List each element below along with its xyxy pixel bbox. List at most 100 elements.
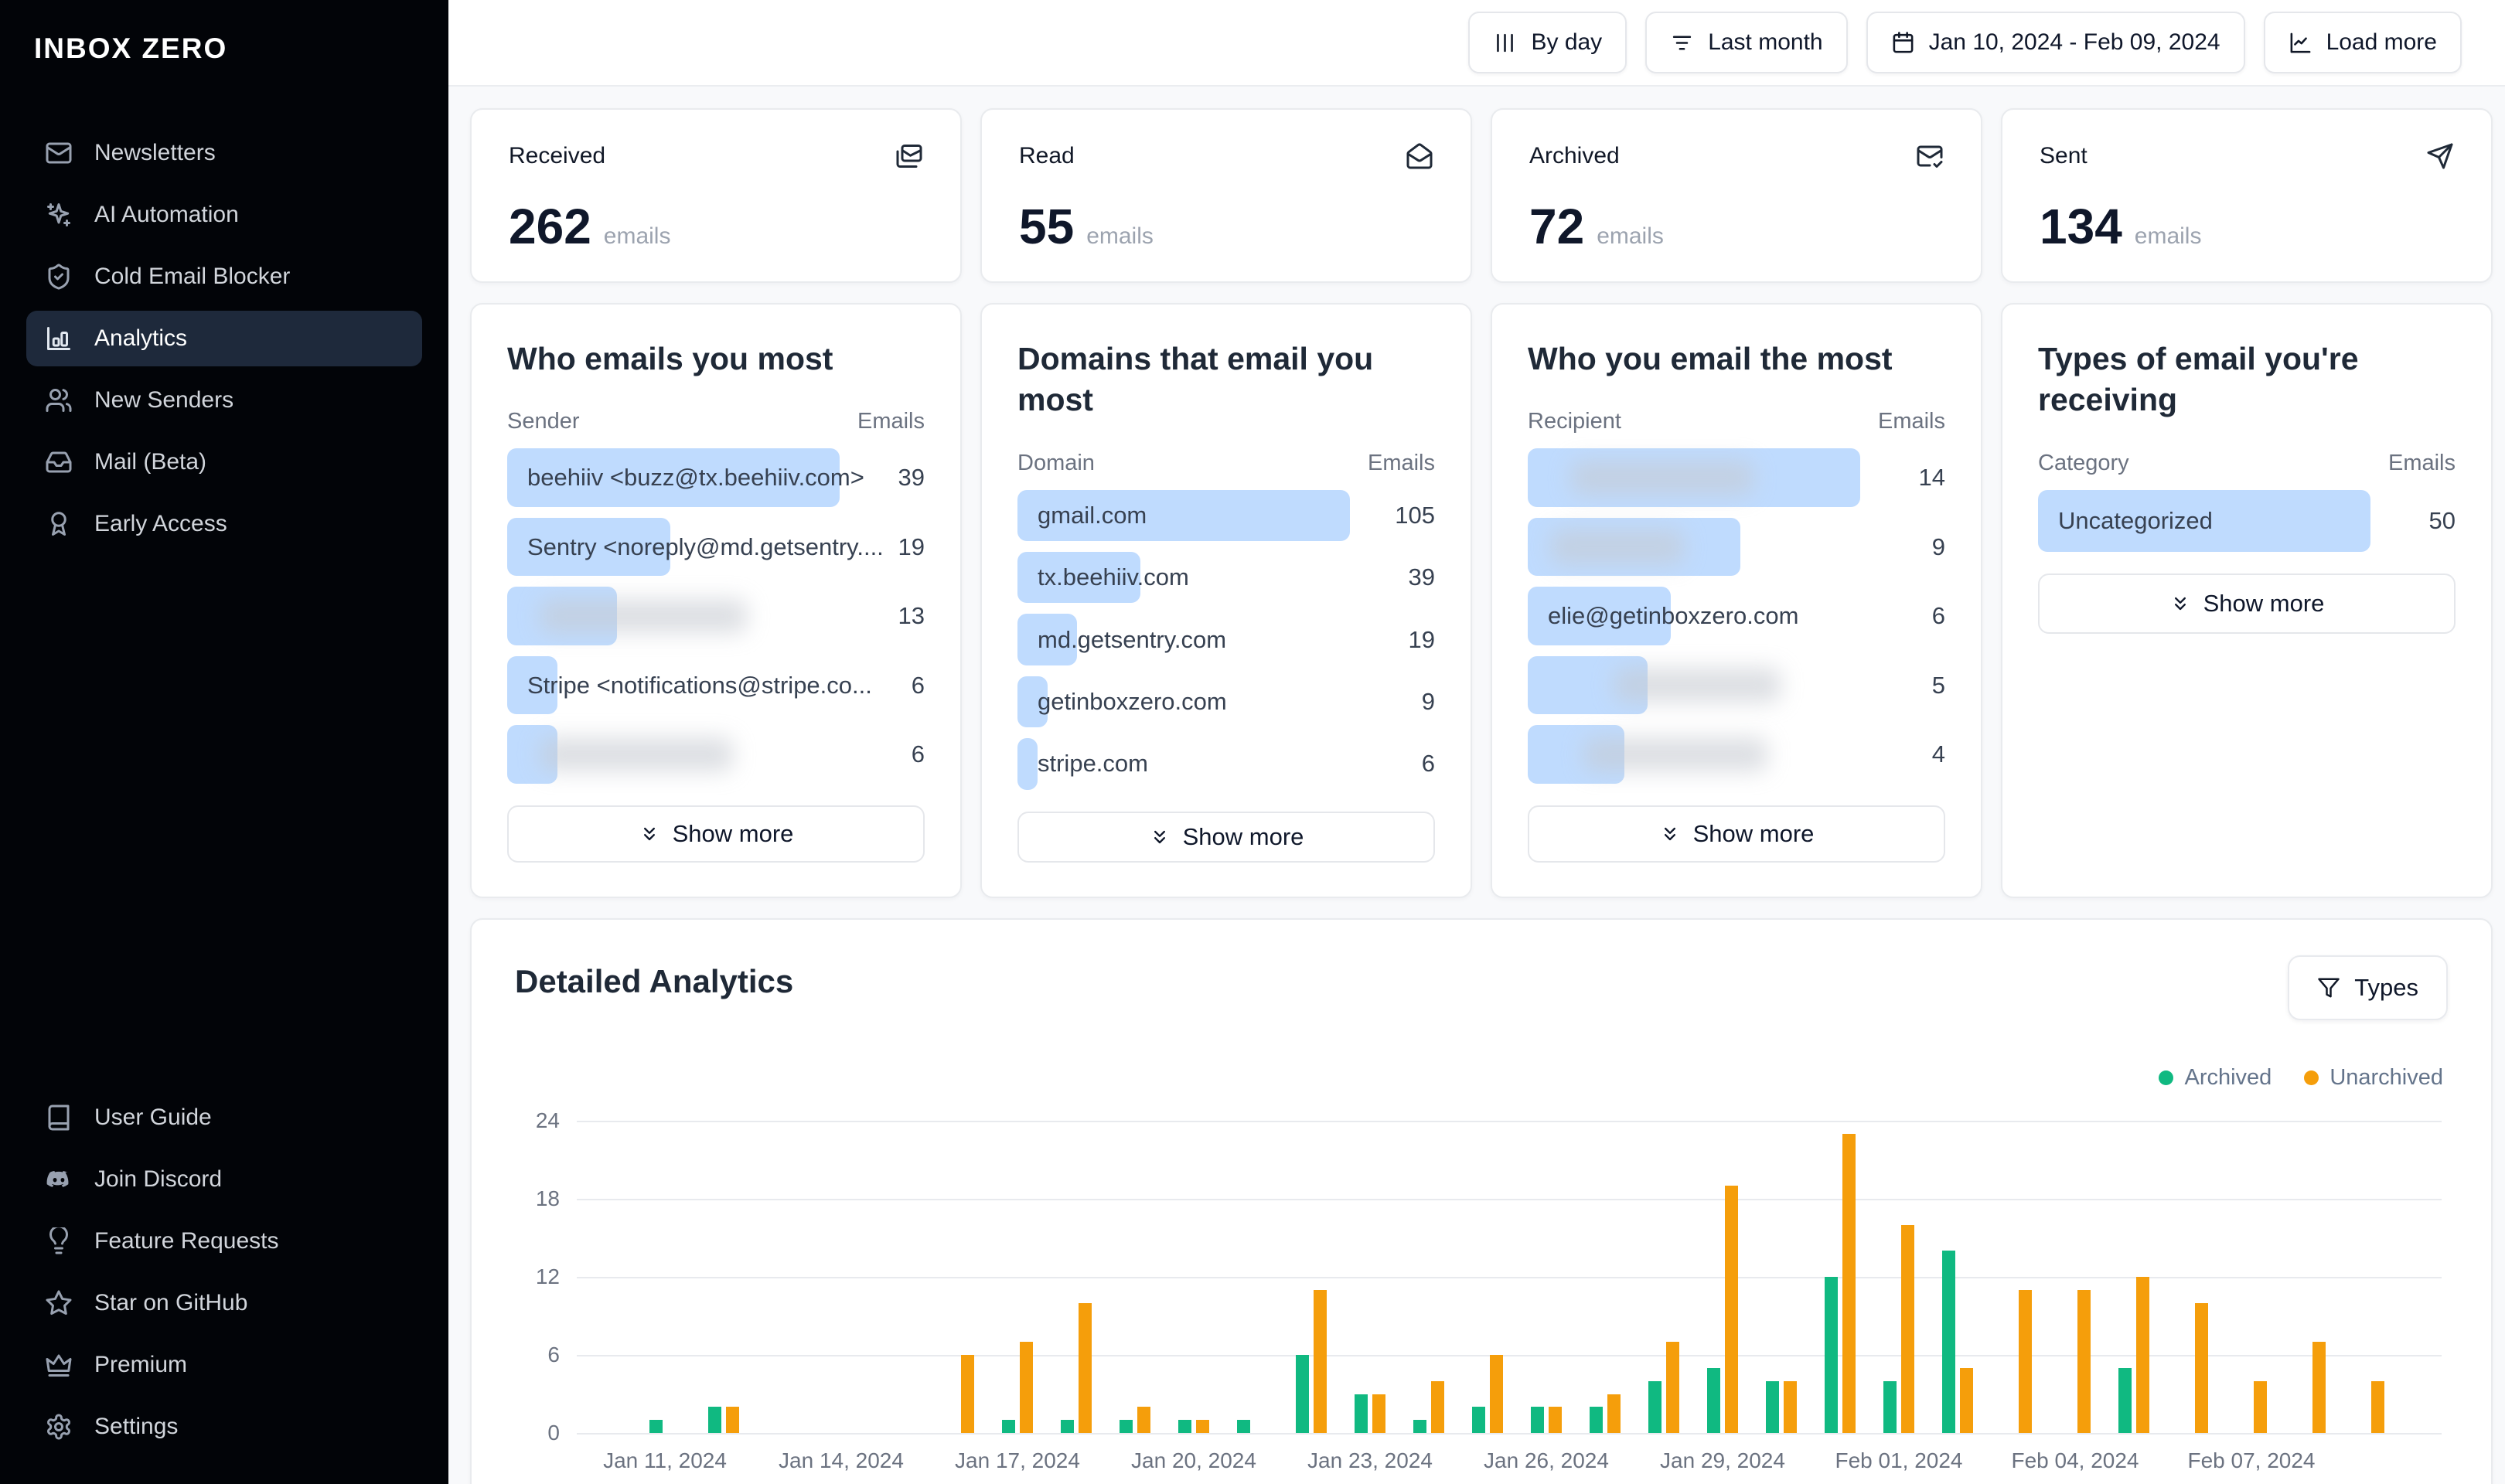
chart-legend: Archived Unarchived	[2159, 1065, 2443, 1091]
row-label: Stripe <notifications@stripe.co...	[527, 671, 872, 699]
archived-bar	[1178, 1420, 1191, 1433]
row-count: 105	[1395, 501, 1435, 529]
gridline	[577, 1355, 2442, 1356]
unarchived-bar	[1901, 1224, 1914, 1433]
row-bar-area: beehiiv <buzz@tx.beehiiv.com>	[507, 447, 864, 509]
table-row: 5	[1528, 655, 1945, 716]
sidebar-item-new-senders[interactable]: New Senders	[26, 373, 422, 428]
topbar-button-by-day[interactable]: By day	[1468, 12, 1627, 73]
legend-label: Archived	[2184, 1065, 2272, 1090]
stat-label: Archived	[1529, 143, 1620, 168]
blurred-text-placeholder	[540, 598, 747, 634]
inbox-icon	[45, 448, 73, 476]
row-count: 14	[1918, 464, 1945, 492]
topbar-button-last-month[interactable]: Last month	[1645, 12, 1848, 73]
unarchived-bar	[2077, 1289, 2091, 1433]
x-axis-tick: Feb 07, 2024	[2187, 1448, 2316, 1472]
panel-title: Types of email you're receiving	[2038, 341, 2359, 418]
blurred-text-placeholder	[1551, 529, 1685, 564]
archived-bar	[1355, 1394, 1368, 1433]
row-count: 6	[911, 740, 925, 768]
legend-label: Unarchived	[2329, 1065, 2443, 1090]
row-bar-area: md.getsentry.com	[1017, 612, 1350, 666]
sidebar-item-label: Early Access	[94, 511, 227, 536]
row-count: 9	[1421, 688, 1435, 716]
sidebar-item-analytics[interactable]: Analytics	[26, 311, 422, 366]
row-label: beehiiv <buzz@tx.beehiiv.com>	[527, 464, 864, 492]
archived-bar	[1296, 1355, 1309, 1433]
unarchived-bar	[1196, 1420, 1209, 1433]
detailed-analytics-card: Detailed Analytics Types Archived Unarchi…	[470, 918, 2493, 1484]
panel-domains-that-email-you-most: Domains that email you most Domain Emails g…	[980, 303, 1472, 898]
table-row: 13	[507, 585, 925, 647]
sidebar-item-early-access[interactable]: Early Access	[26, 496, 422, 552]
unarchived-bar	[2136, 1277, 2149, 1433]
archived-bar	[1766, 1380, 1779, 1433]
book-icon	[45, 1104, 73, 1132]
row-value-bar	[507, 517, 670, 577]
sidebar-item-label: Feature Requests	[94, 1228, 279, 1254]
table-row: gmail.com 105	[1017, 488, 1435, 543]
show-more-button[interactable]: Show more	[1528, 805, 1945, 863]
table-row: 9	[1528, 516, 1945, 578]
row-bar-area	[1528, 447, 1860, 509]
sidebar-item-label: Settings	[94, 1414, 179, 1439]
sidebar-item-premium[interactable]: Premium	[26, 1337, 422, 1393]
stat-value-row: 55 emails	[1019, 198, 1433, 255]
sidebar: INBOX ZERO Newsletters AI Automation Cold …	[0, 0, 448, 1484]
mail-icon	[45, 139, 73, 167]
show-more-label: Show more	[1692, 819, 1815, 847]
types-filter-button[interactable]: Types	[2288, 955, 2448, 1020]
crown-icon	[45, 1351, 73, 1379]
topbar-button-jan-10-2024-feb-09-2024[interactable]: Jan 10, 2024 - Feb 09, 2024	[1866, 12, 2245, 73]
sidebar-item-mail-beta[interactable]: Mail (Beta)	[26, 434, 422, 490]
column-header: Recipient	[1528, 409, 1621, 434]
sidebar-item-join-discord[interactable]: Join Discord	[26, 1152, 422, 1207]
row-count: 19	[898, 533, 925, 560]
sidebar-nav-main: Newsletters AI Automation Cold Email Block…	[26, 125, 422, 558]
archived-bar	[2118, 1367, 2132, 1433]
table-row: getinboxzero.com 9	[1017, 675, 1435, 729]
unarchived-bar	[1137, 1407, 1150, 1433]
stat-cards-row: Received 262 emails Read 55 emails Archived 72 e…	[470, 108, 2493, 283]
show-more-button[interactable]: Show more	[1017, 811, 1435, 863]
show-more-button[interactable]: Show more	[2038, 573, 2456, 634]
sidebar-item-settings[interactable]: Settings	[26, 1399, 422, 1455]
sidebar-item-cold-email-blocker[interactable]: Cold Email Blocker	[26, 249, 422, 305]
column-header: Domain	[1017, 450, 1095, 475]
row-bar-area	[507, 585, 840, 647]
unarchived-bar	[2019, 1289, 2032, 1433]
row-count: 5	[1931, 671, 1945, 699]
sidebar-item-feature-requests[interactable]: Feature Requests	[26, 1213, 422, 1269]
row-count: 6	[911, 671, 925, 699]
topbar: By day Last month Jan 10, 2024 - Feb 09, 2…	[448, 0, 2505, 87]
row-label: Sentry <noreply@md.getsentry....	[527, 533, 884, 560]
row-value-bar	[1017, 489, 1350, 541]
table-row: 4	[1528, 723, 1945, 785]
stat-suffix: emails	[603, 223, 671, 249]
table-row: 6	[507, 723, 925, 785]
show-more-button[interactable]: Show more	[507, 805, 925, 863]
row-count: 13	[898, 602, 925, 630]
archived-bar	[1883, 1380, 1897, 1433]
table-row: Stripe <notifications@stripe.co... 6	[507, 655, 925, 716]
unarchived-bar	[1842, 1133, 1856, 1433]
sidebar-item-label: Cold Email Blocker	[94, 264, 291, 289]
topbar-button-load-more[interactable]: Load more	[2263, 12, 2462, 73]
x-axis-tick: Jan 14, 2024	[779, 1448, 904, 1472]
sidebar-item-ai-automation[interactable]: AI Automation	[26, 187, 422, 243]
unarchived-bar	[1020, 1342, 1033, 1433]
row-count: 39	[898, 464, 925, 492]
list-filter-icon	[1670, 31, 1694, 55]
column-header: Emails	[1877, 409, 1945, 434]
sidebar-item-star-on-github[interactable]: Star on GitHub	[26, 1275, 422, 1331]
row-count: 50	[2428, 506, 2456, 534]
stat-card-sent: Sent 134 emails	[2001, 108, 2493, 283]
sidebar-item-newsletters[interactable]: Newsletters	[26, 125, 422, 181]
chart-line-icon	[2289, 31, 2312, 55]
gridline	[577, 1277, 2442, 1278]
stat-value-row: 134 emails	[2040, 198, 2454, 255]
column-header: Sender	[507, 409, 580, 434]
sidebar-item-user-guide[interactable]: User Guide	[26, 1090, 422, 1145]
row-value-bar	[1017, 552, 1141, 604]
